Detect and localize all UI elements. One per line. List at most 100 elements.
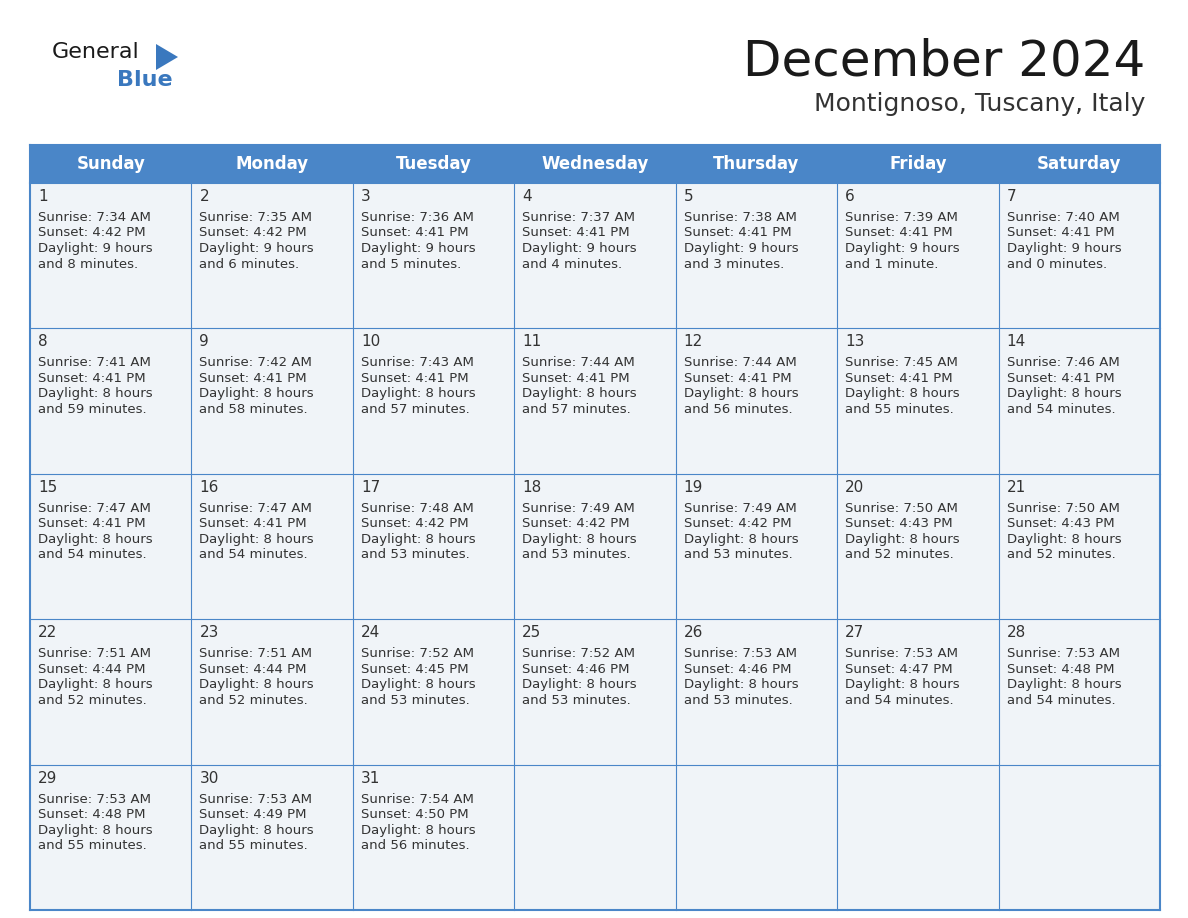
Text: and 54 minutes.: and 54 minutes.: [38, 548, 146, 561]
Text: Thursday: Thursday: [713, 155, 800, 173]
Text: Sunset: 4:41 PM: Sunset: 4:41 PM: [845, 372, 953, 385]
Text: Sunset: 4:41 PM: Sunset: 4:41 PM: [684, 372, 791, 385]
Text: 30: 30: [200, 770, 219, 786]
Text: Daylight: 8 hours: Daylight: 8 hours: [845, 532, 960, 546]
Text: Sunset: 4:41 PM: Sunset: 4:41 PM: [845, 227, 953, 240]
Text: Sunset: 4:44 PM: Sunset: 4:44 PM: [200, 663, 307, 676]
Text: Sunset: 4:41 PM: Sunset: 4:41 PM: [1006, 227, 1114, 240]
Text: Sunset: 4:41 PM: Sunset: 4:41 PM: [361, 227, 468, 240]
Bar: [353, 765, 514, 910]
Text: and 52 minutes.: and 52 minutes.: [1006, 548, 1116, 561]
Text: Daylight: 8 hours: Daylight: 8 hours: [1006, 678, 1121, 691]
Text: and 53 minutes.: and 53 minutes.: [361, 694, 469, 707]
Text: Sunrise: 7:51 AM: Sunrise: 7:51 AM: [200, 647, 312, 660]
Bar: [999, 329, 1159, 474]
Text: Sunrise: 7:53 AM: Sunrise: 7:53 AM: [38, 792, 151, 806]
Text: Daylight: 8 hours: Daylight: 8 hours: [523, 532, 637, 546]
Text: Sunrise: 7:48 AM: Sunrise: 7:48 AM: [361, 502, 474, 515]
Text: and 53 minutes.: and 53 minutes.: [684, 548, 792, 561]
Text: and 54 minutes.: and 54 minutes.: [1006, 403, 1116, 416]
Text: Sunrise: 7:37 AM: Sunrise: 7:37 AM: [523, 211, 636, 224]
Text: Daylight: 8 hours: Daylight: 8 hours: [684, 387, 798, 400]
Bar: [30, 183, 191, 329]
Text: 13: 13: [845, 334, 865, 350]
Text: Daylight: 9 hours: Daylight: 9 hours: [684, 242, 798, 255]
Text: Sunrise: 7:43 AM: Sunrise: 7:43 AM: [361, 356, 474, 369]
Text: Sunrise: 7:42 AM: Sunrise: 7:42 AM: [200, 356, 312, 369]
Text: Friday: Friday: [889, 155, 947, 173]
Text: 15: 15: [38, 480, 57, 495]
Text: Sunset: 4:45 PM: Sunset: 4:45 PM: [361, 663, 468, 676]
Text: and 5 minutes.: and 5 minutes.: [361, 258, 461, 271]
Text: 28: 28: [1006, 625, 1025, 640]
Text: Daylight: 9 hours: Daylight: 9 hours: [361, 242, 475, 255]
Text: Sunset: 4:50 PM: Sunset: 4:50 PM: [361, 808, 468, 821]
Bar: [191, 329, 353, 474]
Bar: [30, 329, 191, 474]
Text: 18: 18: [523, 480, 542, 495]
Text: and 54 minutes.: and 54 minutes.: [845, 694, 954, 707]
Text: and 8 minutes.: and 8 minutes.: [38, 258, 138, 271]
Text: and 53 minutes.: and 53 minutes.: [361, 548, 469, 561]
Text: 31: 31: [361, 770, 380, 786]
Text: and 6 minutes.: and 6 minutes.: [200, 258, 299, 271]
Text: Daylight: 8 hours: Daylight: 8 hours: [200, 823, 314, 836]
Text: Daylight: 8 hours: Daylight: 8 hours: [200, 532, 314, 546]
Text: Daylight: 8 hours: Daylight: 8 hours: [684, 532, 798, 546]
Text: Sunset: 4:47 PM: Sunset: 4:47 PM: [845, 663, 953, 676]
Bar: [191, 183, 353, 329]
Bar: [676, 329, 838, 474]
Text: Sunday: Sunday: [76, 155, 145, 173]
Text: Daylight: 8 hours: Daylight: 8 hours: [845, 678, 960, 691]
Bar: [191, 620, 353, 765]
Bar: [30, 765, 191, 910]
Text: Sunrise: 7:45 AM: Sunrise: 7:45 AM: [845, 356, 958, 369]
Text: and 55 minutes.: and 55 minutes.: [845, 403, 954, 416]
Text: 25: 25: [523, 625, 542, 640]
Bar: [191, 765, 353, 910]
Text: Sunset: 4:46 PM: Sunset: 4:46 PM: [684, 663, 791, 676]
Text: 9: 9: [200, 334, 209, 350]
Text: and 57 minutes.: and 57 minutes.: [523, 403, 631, 416]
Text: 2: 2: [200, 189, 209, 204]
Text: Sunrise: 7:53 AM: Sunrise: 7:53 AM: [684, 647, 797, 660]
Text: Sunrise: 7:46 AM: Sunrise: 7:46 AM: [1006, 356, 1119, 369]
Text: Sunset: 4:41 PM: Sunset: 4:41 PM: [1006, 372, 1114, 385]
Text: and 53 minutes.: and 53 minutes.: [684, 694, 792, 707]
Text: 12: 12: [684, 334, 703, 350]
Polygon shape: [156, 44, 178, 70]
Text: 16: 16: [200, 480, 219, 495]
Text: Sunrise: 7:53 AM: Sunrise: 7:53 AM: [1006, 647, 1119, 660]
Text: Sunrise: 7:51 AM: Sunrise: 7:51 AM: [38, 647, 151, 660]
Text: and 56 minutes.: and 56 minutes.: [361, 839, 469, 852]
Text: 3: 3: [361, 189, 371, 204]
Bar: [838, 474, 999, 620]
Text: 26: 26: [684, 625, 703, 640]
Text: 4: 4: [523, 189, 532, 204]
Bar: [514, 620, 676, 765]
Bar: [514, 183, 676, 329]
Text: and 0 minutes.: and 0 minutes.: [1006, 258, 1107, 271]
Text: Sunrise: 7:53 AM: Sunrise: 7:53 AM: [200, 792, 312, 806]
Text: 19: 19: [684, 480, 703, 495]
Text: 8: 8: [38, 334, 48, 350]
Text: Sunset: 4:46 PM: Sunset: 4:46 PM: [523, 663, 630, 676]
Bar: [353, 474, 514, 620]
Text: 5: 5: [684, 189, 694, 204]
Bar: [353, 329, 514, 474]
Bar: [676, 474, 838, 620]
Text: Daylight: 8 hours: Daylight: 8 hours: [684, 678, 798, 691]
Text: Daylight: 8 hours: Daylight: 8 hours: [361, 678, 475, 691]
Bar: [514, 474, 676, 620]
Text: Daylight: 8 hours: Daylight: 8 hours: [523, 678, 637, 691]
Text: Sunset: 4:43 PM: Sunset: 4:43 PM: [1006, 518, 1114, 531]
Text: and 58 minutes.: and 58 minutes.: [200, 403, 308, 416]
Bar: [676, 620, 838, 765]
Text: Sunset: 4:49 PM: Sunset: 4:49 PM: [200, 808, 307, 821]
Text: and 54 minutes.: and 54 minutes.: [200, 548, 308, 561]
Text: Sunrise: 7:47 AM: Sunrise: 7:47 AM: [200, 502, 312, 515]
Text: Daylight: 9 hours: Daylight: 9 hours: [200, 242, 314, 255]
Text: and 4 minutes.: and 4 minutes.: [523, 258, 623, 271]
Text: Daylight: 8 hours: Daylight: 8 hours: [38, 678, 152, 691]
Text: Sunset: 4:42 PM: Sunset: 4:42 PM: [523, 518, 630, 531]
